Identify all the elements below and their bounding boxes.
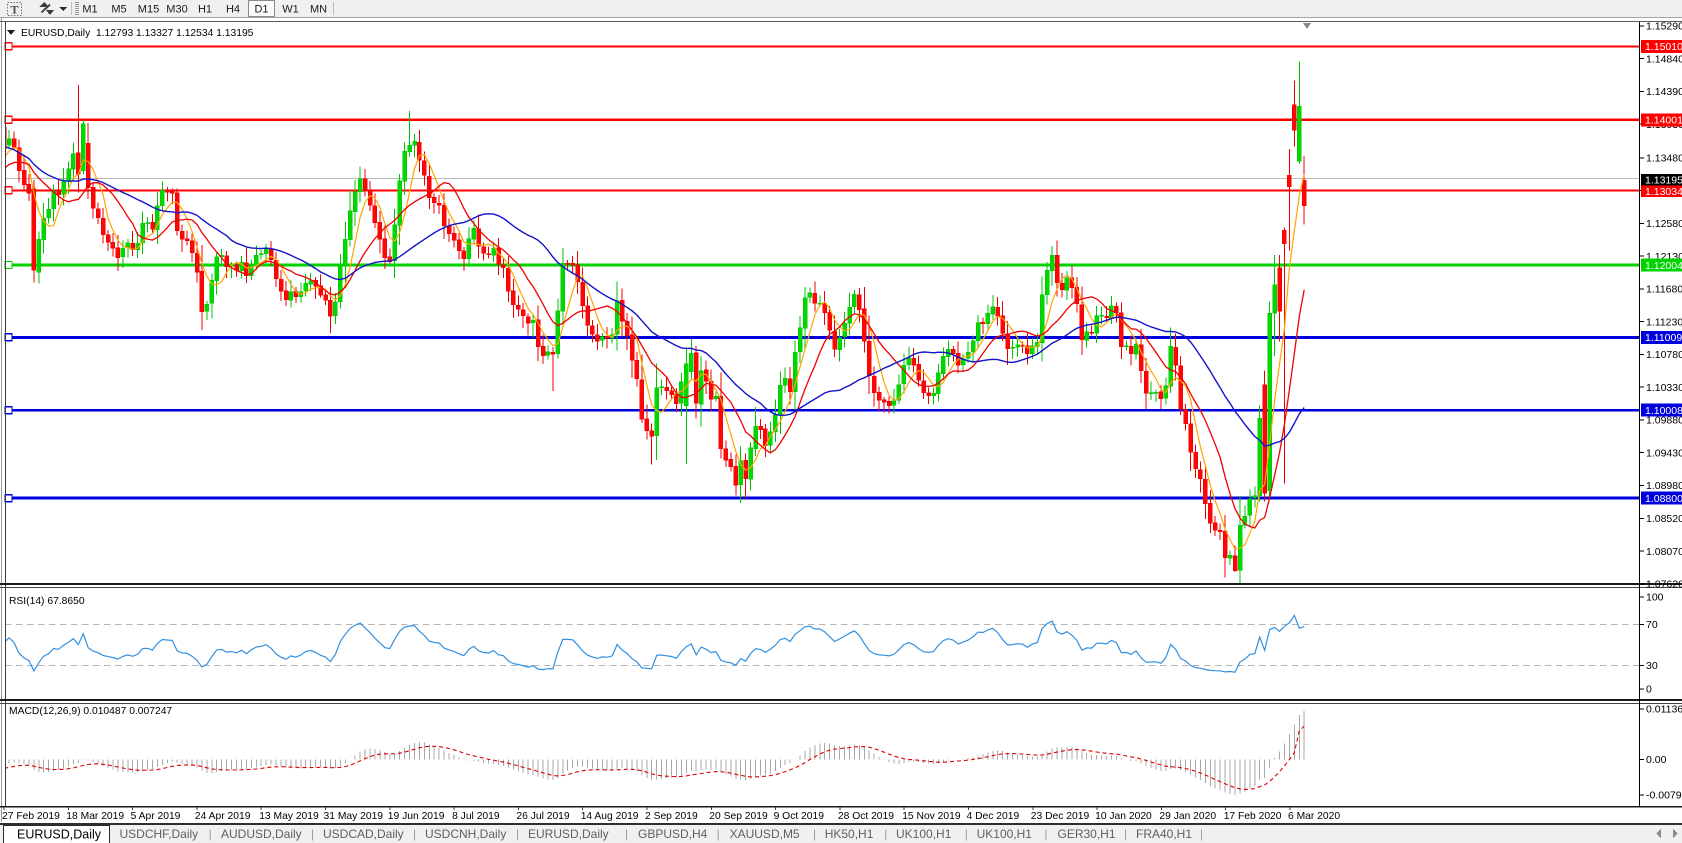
svg-text:29 Jan 2020: 29 Jan 2020 [1159,811,1216,822]
svg-text:UK100,H1: UK100,H1 [896,827,952,841]
svg-text:M15: M15 [138,4,159,16]
svg-text:1.08070: 1.08070 [1646,546,1682,558]
svg-text:31 May 2019: 31 May 2019 [324,811,384,822]
svg-text:9 Oct 2019: 9 Oct 2019 [774,811,825,822]
svg-text:XAUUSD,M5: XAUUSD,M5 [730,827,800,841]
svg-text:FRA40,H1: FRA40,H1 [1136,827,1192,841]
svg-text:1.14001: 1.14001 [1645,115,1682,127]
svg-text:EURUSD,Daily 1.12793 1.13327: EURUSD,Daily 1.12793 1.13327 1.12534 1.1… [21,28,254,39]
svg-text:UK100,H1: UK100,H1 [977,827,1033,841]
svg-text:H4: H4 [226,4,240,16]
svg-text:1.09880: 1.09880 [1646,415,1682,427]
svg-text:14 Aug 2019: 14 Aug 2019 [581,811,639,822]
svg-text:6 Mar 2020: 6 Mar 2020 [1288,811,1340,822]
svg-text:M30: M30 [166,4,187,16]
svg-text:4 Dec 2019: 4 Dec 2019 [967,811,1020,822]
svg-text:1.15010: 1.15010 [1645,41,1682,53]
svg-text:10 Jan 2020: 10 Jan 2020 [1095,811,1152,822]
svg-text:2 Sep 2019: 2 Sep 2019 [645,811,698,822]
svg-text:0.011362: 0.011362 [1646,704,1682,716]
svg-text:1.08800: 1.08800 [1645,493,1682,505]
svg-text:1.12004: 1.12004 [1645,260,1682,272]
svg-text:T: T [10,3,18,17]
svg-text:20 Sep 2019: 20 Sep 2019 [709,811,768,822]
svg-text:USDCHF,Daily: USDCHF,Daily [120,827,199,841]
svg-text:D1: D1 [254,4,268,16]
svg-text:0.00: 0.00 [1646,754,1667,766]
svg-text:1.09430: 1.09430 [1646,447,1682,459]
svg-text:1.14390: 1.14390 [1646,86,1682,98]
svg-text:|: | [717,827,720,841]
svg-text:5 Apr 2019: 5 Apr 2019 [131,811,181,822]
svg-text:M1: M1 [82,4,97,16]
svg-text:GBPUSD,H4: GBPUSD,H4 [638,827,708,841]
svg-text:|: | [965,827,968,841]
svg-text:100: 100 [1646,592,1664,604]
svg-text:-0.0079: -0.0079 [1646,790,1682,802]
svg-text:|: | [1124,827,1127,841]
svg-text:1.12580: 1.12580 [1646,218,1682,230]
svg-text:1.15290: 1.15290 [1646,21,1682,33]
svg-text:1.08520: 1.08520 [1646,513,1682,525]
svg-text:27 Feb 2019: 27 Feb 2019 [2,811,60,822]
svg-text:W1: W1 [282,4,299,16]
svg-text:1.08980: 1.08980 [1646,480,1682,492]
svg-text:1.10330: 1.10330 [1646,382,1682,394]
svg-text:13 May 2019: 13 May 2019 [259,811,319,822]
svg-text:1.07620: 1.07620 [1646,579,1682,591]
svg-text:USDCAD,Daily: USDCAD,Daily [323,827,404,841]
svg-text:15 Nov 2019: 15 Nov 2019 [902,811,961,822]
svg-text:|: | [516,827,519,841]
svg-text:1.10780: 1.10780 [1646,349,1682,361]
svg-text:|: | [813,827,816,841]
svg-text:|: | [625,827,628,841]
svg-text:AUDUSD,Daily: AUDUSD,Daily [221,827,302,841]
svg-text:1.13195: 1.13195 [1645,174,1682,186]
svg-text:24 Apr 2019: 24 Apr 2019 [195,811,251,822]
svg-text:1.13034: 1.13034 [1645,186,1682,198]
svg-text:|: | [1044,827,1047,841]
svg-text:|: | [311,827,314,841]
svg-text:MN: MN [310,4,327,16]
svg-text:1.11009: 1.11009 [1645,332,1682,344]
svg-text:18 Mar 2019: 18 Mar 2019 [66,811,124,822]
svg-text:1.13480: 1.13480 [1646,153,1682,165]
svg-text:8 Jul 2019: 8 Jul 2019 [452,811,500,822]
svg-text:|: | [1200,827,1203,841]
svg-text:USDCNH,Daily: USDCNH,Daily [425,827,506,841]
svg-text:H1: H1 [198,4,212,16]
svg-text:70: 70 [1646,619,1658,631]
svg-text:0: 0 [1646,684,1652,696]
svg-text:23 Dec 2019: 23 Dec 2019 [1031,811,1090,822]
svg-text:M5: M5 [111,4,126,16]
svg-text:EURUSD,Daily: EURUSD,Daily [17,828,102,842]
svg-text:1.11230: 1.11230 [1646,316,1682,328]
svg-text:|: | [209,827,212,841]
svg-text:GER30,H1: GER30,H1 [1058,827,1116,841]
svg-text:30: 30 [1646,660,1658,672]
svg-text:1.14840: 1.14840 [1646,53,1682,65]
svg-text:|: | [884,827,887,841]
svg-text:MACD(12,26,9) 0.010487 0.00724: MACD(12,26,9) 0.010487 0.007247 [9,706,172,717]
svg-text:RSI(14) 67.8650: RSI(14) 67.8650 [9,596,85,607]
svg-text:28 Oct 2019: 28 Oct 2019 [838,811,894,822]
svg-text:|: | [413,827,416,841]
svg-text:1.11680: 1.11680 [1646,284,1682,296]
svg-text:19 Jun 2019: 19 Jun 2019 [388,811,445,822]
svg-text:17 Feb 2020: 17 Feb 2020 [1224,811,1282,822]
svg-text:HK50,H1: HK50,H1 [825,827,874,841]
svg-text:EURUSD,Daily: EURUSD,Daily [528,827,609,841]
svg-text:1.10008: 1.10008 [1645,405,1682,417]
svg-text:26 Jul 2019: 26 Jul 2019 [516,811,570,822]
